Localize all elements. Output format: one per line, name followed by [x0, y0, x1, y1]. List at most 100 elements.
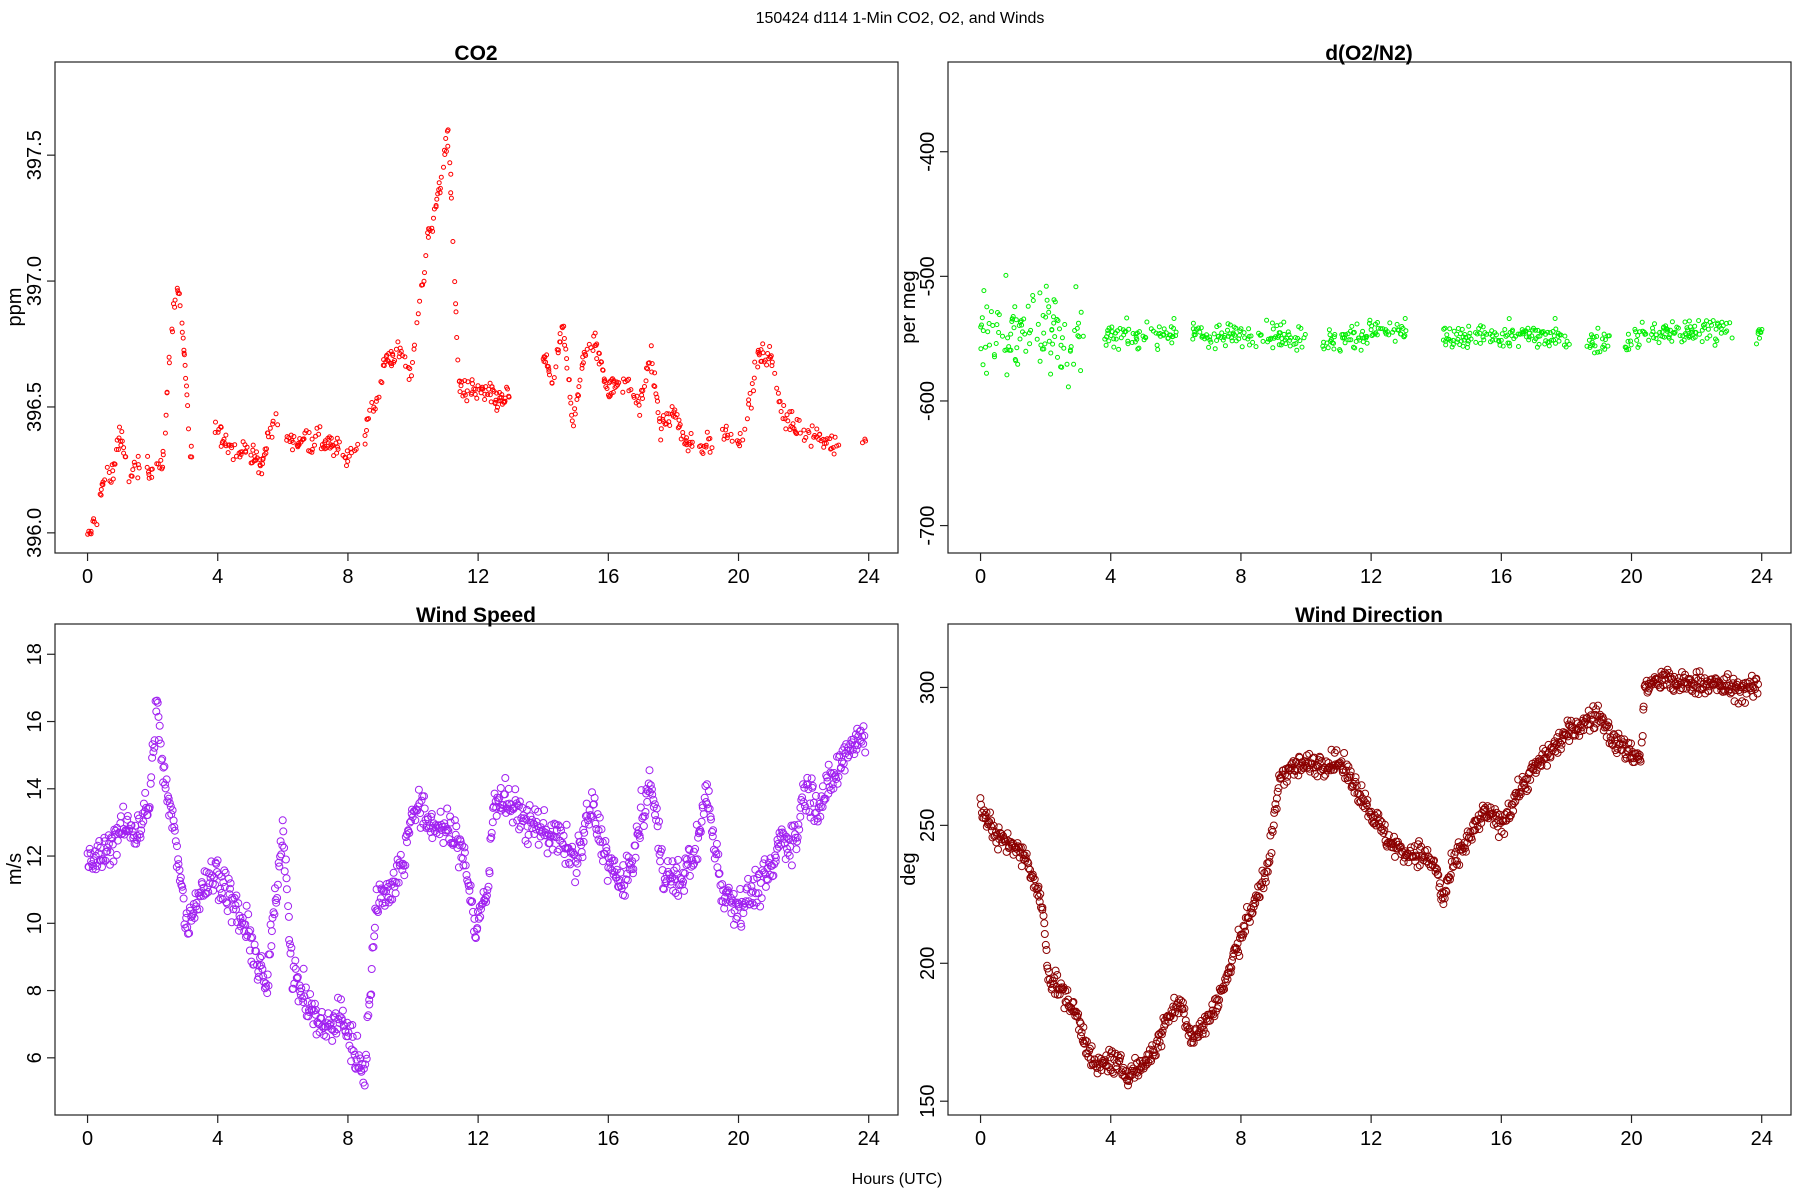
wind-direction-point	[1086, 1055, 1095, 1064]
co2-point	[312, 442, 317, 448]
o2n2-point	[1247, 342, 1252, 348]
o2n2-point	[1059, 364, 1065, 370]
wind-direction-point	[1157, 1042, 1166, 1051]
wind-direction-point	[1509, 799, 1518, 808]
wind-direction-point	[1254, 882, 1263, 891]
co2-point	[179, 320, 185, 326]
co2-point	[290, 447, 295, 453]
o2n2-point	[979, 322, 984, 328]
wind-speed-point	[685, 871, 694, 880]
o2n2-points	[978, 272, 1765, 390]
wind-speed-point	[724, 888, 733, 897]
wind-direction-point	[1562, 730, 1571, 739]
o2n2-point	[1450, 342, 1456, 347]
o2n2-point	[1207, 334, 1213, 340]
co2-point	[814, 426, 820, 432]
wind-direction-point	[1730, 697, 1739, 706]
o2n2-xtick-label: 16	[1490, 566, 1512, 588]
co2-point	[547, 372, 552, 378]
wind-speed-point	[657, 845, 666, 854]
o2n2-point	[1212, 346, 1218, 352]
o2n2-point	[1605, 343, 1611, 349]
wind-speed-point	[361, 1060, 370, 1069]
wind-speed-point	[132, 839, 141, 848]
wind-speed-point	[291, 964, 300, 973]
o2n2-point	[1503, 333, 1509, 339]
wind-speed-point	[164, 794, 173, 803]
co2-point	[458, 383, 464, 389]
wind-direction-point	[1260, 869, 1269, 877]
o2n2-point	[1022, 331, 1028, 337]
o2n2-point	[1606, 333, 1612, 339]
o2n2-point	[1046, 304, 1052, 310]
wind-direction-xtick-label: 8	[1235, 1128, 1246, 1150]
co2-point	[270, 418, 276, 424]
o2n2-plot-frame	[947, 61, 1792, 554]
o2n2-point	[1729, 335, 1735, 341]
o2n2-point	[1727, 320, 1733, 326]
wind-speed-point	[150, 736, 159, 745]
o2n2-point	[1068, 344, 1074, 350]
o2n2-point	[1477, 330, 1483, 336]
wind-speed-point	[428, 834, 437, 843]
o2n2-point	[1516, 344, 1521, 349]
wind-speed-xtick-label: 8	[342, 1128, 353, 1150]
co2-point	[703, 442, 709, 448]
co2-point	[704, 429, 710, 435]
co2-point	[344, 463, 349, 469]
wind-speed-point	[743, 883, 752, 892]
o2n2-point	[1051, 320, 1057, 326]
wind-direction-point	[1511, 797, 1520, 806]
wind-direction-point	[986, 808, 994, 817]
wind-speed-point	[522, 805, 531, 814]
o2n2-point	[986, 321, 992, 326]
co2-point	[806, 430, 812, 435]
wind-speed-point	[518, 803, 527, 812]
wind-speed-ytick-label: 10	[24, 912, 46, 934]
wind-speed-point	[591, 819, 600, 828]
wind-direction-point	[1330, 748, 1339, 757]
co2-point	[362, 441, 368, 447]
wind-direction-point	[1377, 826, 1386, 835]
wind-speed-point	[285, 936, 294, 944]
co2-point	[119, 438, 125, 444]
o2n2-point	[1265, 339, 1271, 345]
wind-speed-point	[174, 855, 183, 864]
co2-title: CO2	[454, 42, 497, 65]
co2-point	[465, 379, 471, 385]
co2-point	[430, 228, 436, 234]
co2-point	[746, 397, 752, 403]
co2-point	[412, 342, 417, 348]
o2n2-point	[1041, 346, 1047, 352]
wind-speed-point	[700, 793, 709, 802]
co2-point	[655, 410, 661, 416]
wind-speed-point	[496, 784, 505, 792]
wind-speed-point	[460, 848, 469, 857]
o2n2-point	[1682, 319, 1688, 325]
wind-speed-point	[476, 912, 485, 921]
co2-point	[709, 445, 715, 451]
wind-speed-point	[504, 784, 513, 793]
co2-point	[664, 411, 670, 417]
wind-speed-point	[636, 803, 645, 812]
wind-direction-point	[1461, 844, 1469, 853]
co2-point	[728, 431, 734, 437]
co2-point	[104, 464, 110, 470]
wind-speed-point	[178, 882, 187, 891]
o2n2-point	[1111, 344, 1117, 350]
co2-point	[166, 354, 172, 360]
wind-speed-point	[158, 754, 167, 763]
wind-speed-point	[590, 793, 599, 802]
wind-speed-point	[310, 999, 319, 1008]
o2n2-point	[1653, 332, 1659, 338]
wind-speed-xtick-label: 20	[727, 1128, 749, 1150]
wind-speed-point	[369, 943, 378, 951]
o2n2-point	[979, 315, 985, 321]
wind-speed-point	[366, 991, 375, 1000]
wind-direction-point	[1575, 731, 1584, 740]
o2n2-point	[1013, 317, 1019, 323]
wind-direction-point	[1439, 900, 1448, 909]
wind-direction-point	[1261, 878, 1270, 886]
o2n2-point	[1062, 322, 1068, 327]
co2-point	[464, 388, 470, 394]
